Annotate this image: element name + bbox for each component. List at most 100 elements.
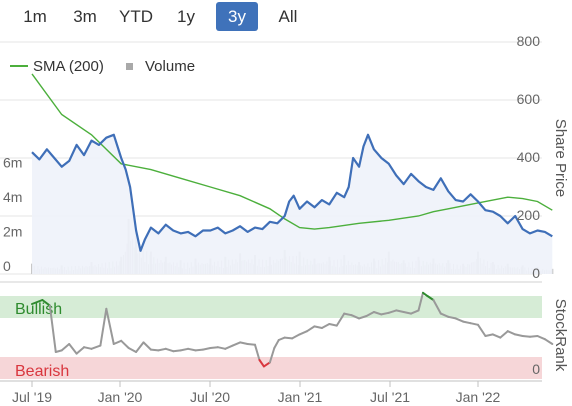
stockrank-segment <box>402 311 413 315</box>
stockrank-segment <box>387 309 398 314</box>
share-price-tick-label: 0 <box>532 265 540 281</box>
range-button-3y[interactable]: 3y <box>216 2 258 31</box>
bullish-label: Bullish <box>15 301 62 318</box>
stockrank-segment <box>75 346 86 355</box>
stockrank-segment <box>454 317 465 323</box>
stockrank-segment <box>54 349 63 353</box>
stockrank-segment <box>447 315 457 320</box>
stockrank-segment <box>343 312 353 317</box>
bearish-zone <box>0 357 542 379</box>
stockrank-segment <box>277 336 286 341</box>
stockrank-segment <box>83 346 93 350</box>
stockrank-segment <box>246 343 256 346</box>
stockrank-segment <box>164 347 175 353</box>
stockrank-segment <box>172 349 182 353</box>
stockrank-segment <box>224 344 234 350</box>
stockrank-segment <box>120 339 130 349</box>
stockrank-segment <box>350 314 361 320</box>
x-tick-label: Jan '22 <box>456 389 501 405</box>
legend: SMA (200) Volume <box>10 58 195 75</box>
stockrank-segment <box>484 333 494 337</box>
stockrank-segment <box>179 347 190 352</box>
x-tick-label: Jan '20 <box>98 389 143 405</box>
stockrank-zones: Bullish Bearish <box>0 296 542 380</box>
stockrank-segment <box>254 343 261 361</box>
volume-legend-label: Volume <box>145 58 195 75</box>
sma-200-line <box>31 73 553 230</box>
stockrank-segment <box>239 341 249 345</box>
stockrank-segment <box>514 333 524 337</box>
stockrank-segment <box>320 323 331 329</box>
bullish-zone <box>0 296 542 318</box>
stockrank-axis-title: StockRank <box>552 299 569 372</box>
stockrank-segment <box>529 335 539 338</box>
stockrank-segment <box>268 347 276 364</box>
stockrank-segment <box>417 291 424 312</box>
stockrank-segment <box>112 339 123 345</box>
chart-lines <box>31 73 554 368</box>
volume-tick-label: 2m <box>3 224 22 240</box>
range-button-3m[interactable]: 3m <box>73 7 97 26</box>
stockrank-segment <box>283 336 294 340</box>
stockrank-segment <box>491 333 502 339</box>
stockrank-segment <box>439 312 450 318</box>
stockrank-segment <box>298 330 309 336</box>
share-price-area <box>32 134 553 274</box>
stockrank-segment <box>426 295 435 301</box>
share-price-line <box>31 133 553 252</box>
volume-tick-label: 0 <box>3 258 11 274</box>
stockrank-segment <box>127 347 138 353</box>
share-price-tick-label: 400 <box>517 149 541 165</box>
share-price-axis-title: Share Price <box>552 119 569 197</box>
share-price-tick-label: 200 <box>517 207 541 223</box>
stockrank-segment <box>536 335 546 341</box>
stockrank-segment <box>201 347 212 351</box>
bearish-label: Bearish <box>15 363 69 380</box>
volume-tick-label: 6m <box>3 155 22 171</box>
stockrank-segment <box>41 299 51 307</box>
stockrank-segment <box>262 361 271 368</box>
stockrank-segment <box>99 307 108 347</box>
stockrank-segment <box>291 333 301 340</box>
x-tick-label: Jan '21 <box>278 389 323 405</box>
stockrank-segment <box>231 341 242 347</box>
range-selector: 1m 3m YTD 1y 3y All <box>0 0 330 34</box>
stockrank-segment <box>90 344 102 350</box>
stockrank-segment <box>521 335 532 338</box>
stockrank-segment <box>48 304 57 353</box>
stockrank-segment <box>469 322 479 326</box>
stockrank-segment <box>543 338 554 345</box>
sma-legend-label: SMA (200) <box>33 58 104 75</box>
stockrank-segment <box>31 299 44 305</box>
price-area <box>32 134 553 274</box>
axis-labels: 800 600 400 200 0 6m 4m 2m 0 Jul '19 Jan '20 Jul '2… <box>3 33 569 405</box>
stockrank-segment <box>68 343 78 355</box>
stockrank-tick-label: 0 <box>532 361 540 377</box>
stockrank-segment <box>60 343 71 352</box>
stockrank-segment <box>335 312 346 327</box>
range-button-1y[interactable]: 1y <box>177 7 195 26</box>
stockrank-segment <box>477 323 487 337</box>
stockrank-segment <box>258 359 265 368</box>
stockrank-segment <box>187 347 197 352</box>
stockrank-segment <box>313 325 323 329</box>
stockrank-segment <box>273 339 280 349</box>
volume-legend-swatch <box>126 63 133 70</box>
range-button-ytd[interactable]: YTD <box>119 7 153 26</box>
range-button-all[interactable]: All <box>278 7 298 26</box>
x-tick-label: Jul '21 <box>370 389 410 405</box>
stockrank-segment <box>365 311 375 317</box>
stockrank-segment <box>462 320 472 325</box>
x-tick-label: Jul '20 <box>190 389 230 405</box>
stockrank-segment <box>149 348 160 352</box>
stockrank-segment <box>395 309 405 313</box>
stockrank-segment <box>328 323 338 327</box>
stockrank-segment <box>358 315 368 320</box>
range-button-1m[interactable]: 1m <box>23 7 47 26</box>
volume-tick-label: 4m <box>3 189 22 205</box>
stockrank-segment <box>157 347 167 352</box>
x-tick-label: Jul '19 <box>12 389 52 405</box>
stockrank-segment <box>499 330 509 339</box>
stockrank-segment <box>194 348 204 352</box>
